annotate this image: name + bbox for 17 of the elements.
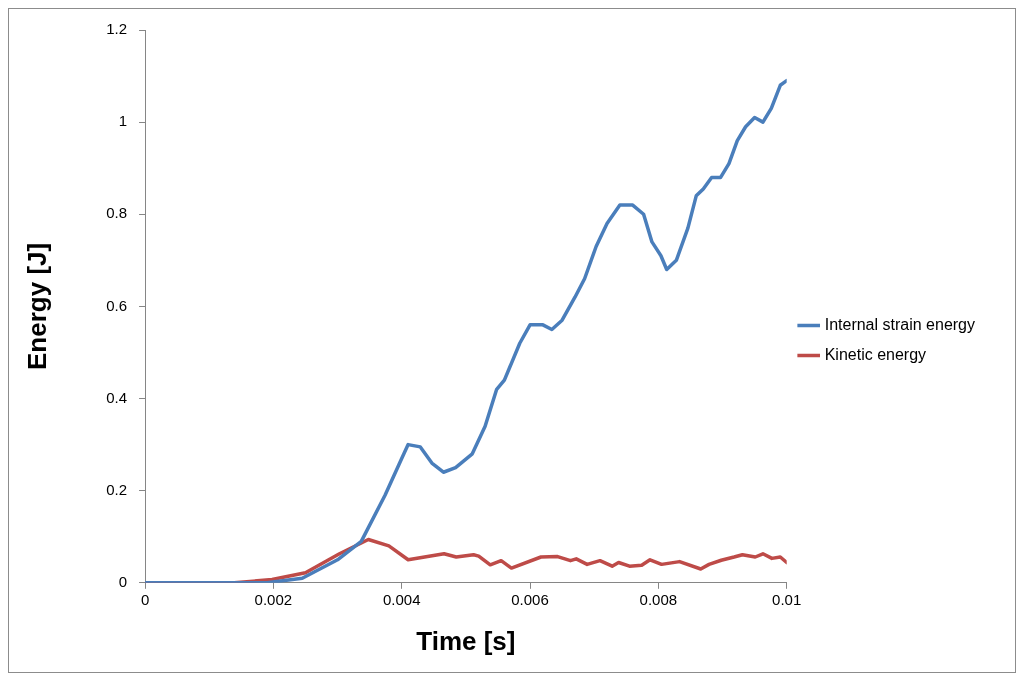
x-tick-label: 0.01 (772, 590, 802, 608)
x-axis-title: Time [s] (416, 625, 516, 656)
x-tick-label: 0.002 (254, 590, 293, 608)
x-tick-label: 0.006 (511, 590, 549, 608)
y-tick-label: 0 (118, 572, 128, 590)
y-tick-label: 0.2 (106, 480, 128, 498)
x-tick-label: 0 (140, 590, 150, 608)
legend-label: Internal strain energy (824, 315, 976, 333)
y-tick-label: 1.2 (106, 20, 128, 38)
x-tick-label: 0.008 (639, 590, 678, 608)
legend-label: Kinetic energy (824, 345, 927, 363)
x-tick-label: 0.004 (382, 590, 421, 608)
y-tick-label: 0.4 (106, 388, 128, 406)
y-tick-label: 1 (118, 112, 128, 130)
y-axis-title: Energy [J] (21, 242, 52, 370)
y-tick-label: 0.8 (106, 204, 128, 222)
y-tick-label: 0.6 (106, 296, 128, 314)
